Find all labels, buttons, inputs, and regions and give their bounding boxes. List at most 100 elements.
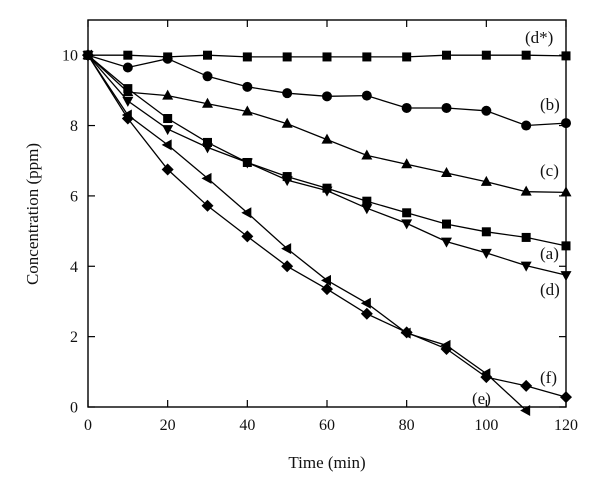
data-point: [480, 248, 492, 259]
data-point: [162, 89, 174, 100]
data-point: [161, 139, 172, 151]
series-0: [83, 50, 571, 62]
series-line: [87, 54, 567, 276]
series-label-e: (e): [472, 389, 491, 408]
data-point: [521, 50, 531, 60]
plot-frame: [87, 19, 567, 408]
data-point: [282, 52, 292, 62]
x-tick-label: 100: [474, 417, 498, 434]
data-point: [242, 52, 252, 62]
data-point: [322, 52, 332, 62]
data-point: [402, 52, 412, 62]
y-axis-label: Concentration (ppm): [23, 143, 42, 285]
data-point: [203, 50, 212, 60]
ticks-layer: 0 20 40 60 80 100 120 0 2 4 6 8 10: [62, 20, 578, 434]
series-line: [87, 54, 527, 411]
data-point: [162, 125, 174, 136]
data-point: [202, 143, 213, 154]
data-point: [401, 158, 413, 169]
series-2: [82, 49, 572, 197]
x-tick-label: 20: [160, 417, 176, 434]
data-point: [441, 102, 452, 113]
series-6: [82, 49, 572, 404]
data-point: [201, 172, 212, 184]
series-label-d-star: (d*): [525, 28, 553, 47]
data-point: [360, 307, 373, 320]
data-point: [122, 96, 134, 107]
data-point: [441, 167, 452, 178]
series-label-c: (c): [540, 161, 559, 180]
data-point: [400, 326, 413, 339]
y-tick-label: 4: [70, 259, 78, 276]
series-3: [83, 50, 571, 251]
data-point: [401, 219, 413, 230]
y-tick-label: 6: [70, 188, 78, 205]
data-point: [322, 91, 332, 102]
x-tick-label: 120: [554, 417, 578, 434]
data-point: [441, 237, 452, 248]
y-tick-label: 0: [70, 400, 78, 417]
data-point: [521, 232, 531, 242]
data-point: [241, 230, 254, 243]
data-point: [440, 342, 453, 355]
data-point: [281, 176, 293, 187]
data-point: [122, 62, 133, 73]
y-tick-label: 2: [70, 329, 78, 346]
data-point: [123, 84, 133, 94]
data-point: [321, 133, 333, 144]
data-point: [321, 186, 333, 197]
data-point: [520, 261, 532, 272]
y-tick-label: 10: [62, 48, 78, 65]
series-line: [87, 54, 567, 247]
data-point: [241, 158, 253, 169]
marks-layer: [82, 49, 572, 417]
x-tick-label: 40: [239, 417, 255, 434]
data-point: [401, 102, 412, 113]
series-label-d: (d): [540, 280, 560, 299]
data-point: [402, 208, 412, 218]
data-point: [241, 105, 253, 116]
data-point: [481, 50, 491, 60]
data-point: [361, 204, 373, 215]
series-label-a: (a): [540, 244, 559, 263]
data-point: [321, 283, 333, 296]
data-point: [202, 71, 213, 82]
data-point: [362, 52, 372, 62]
data-point: [121, 112, 134, 125]
x-tick-label: 60: [319, 417, 335, 434]
x-axis-label: Time (min): [288, 453, 365, 472]
data-point: [282, 88, 293, 99]
data-point: [520, 405, 531, 417]
series-line: [87, 54, 567, 127]
data-point: [203, 137, 212, 147]
data-point: [242, 81, 253, 92]
data-point: [361, 149, 373, 160]
x-tick-label: 80: [399, 417, 415, 434]
data-point: [162, 53, 173, 64]
data-point: [281, 243, 292, 255]
series-label-f: (f): [540, 368, 557, 387]
data-point: [163, 114, 173, 124]
data-point: [281, 260, 294, 273]
data-point: [480, 371, 493, 384]
series-label-b: (b): [540, 95, 560, 114]
data-point: [442, 219, 451, 229]
data-point: [360, 297, 371, 309]
data-point: [241, 207, 252, 219]
y-tick-label: 8: [70, 118, 78, 135]
data-point: [202, 97, 213, 108]
data-point: [520, 185, 532, 196]
data-point: [442, 50, 451, 60]
data-point: [321, 274, 331, 286]
data-point: [481, 105, 492, 116]
data-point: [481, 227, 491, 237]
series-1: [83, 50, 571, 131]
series-4: [82, 51, 572, 282]
data-point: [123, 50, 133, 60]
data-point: [521, 120, 532, 131]
x-tick-label: 0: [84, 417, 92, 434]
data-point: [281, 117, 293, 128]
series-line: [87, 54, 567, 398]
data-point: [361, 90, 372, 101]
